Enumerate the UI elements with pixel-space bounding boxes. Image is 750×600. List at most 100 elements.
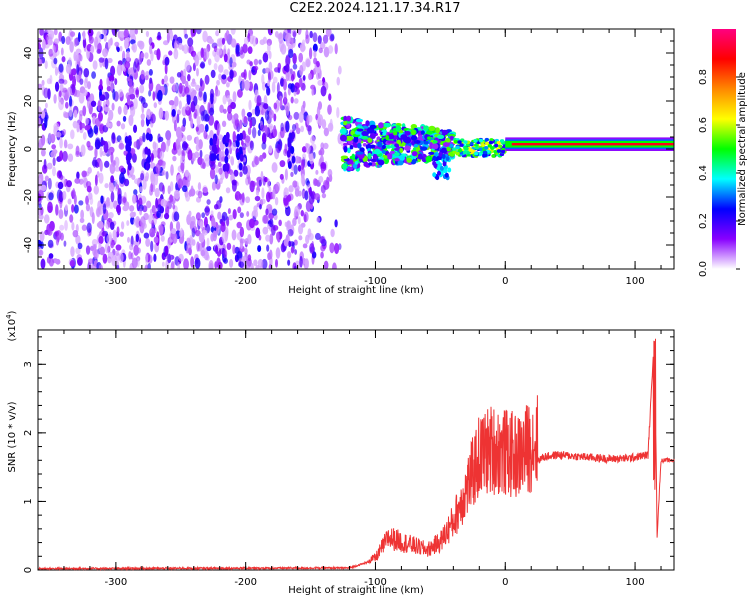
heatmap-cell <box>319 236 325 244</box>
heatmap-cell <box>288 185 294 193</box>
heatmap-cell <box>447 167 452 173</box>
heatmap-cell <box>146 200 152 209</box>
heatmap-cell <box>253 205 258 213</box>
heatmap-cell <box>124 136 129 145</box>
heatmap-cell <box>140 113 145 120</box>
heatmap-cell <box>352 163 358 169</box>
heatmap-cell <box>129 93 136 100</box>
heatmap-cell <box>78 178 84 185</box>
heatmap-cell <box>97 220 104 229</box>
heatmap-cell <box>273 67 280 73</box>
heatmap-cell <box>227 105 232 114</box>
heatmap-cell <box>216 48 223 56</box>
heatmap-cell <box>114 78 118 86</box>
heatmap-cell <box>159 150 165 160</box>
heatmap-cell <box>115 244 122 251</box>
heatmap-cell <box>45 102 48 109</box>
heatmap-cell <box>347 166 353 171</box>
heatmap-cell <box>318 175 324 183</box>
heatmap-cell <box>80 144 86 157</box>
heatmap-cell <box>218 73 222 81</box>
heatmap-cell <box>311 88 315 96</box>
heatmap-cell <box>268 50 272 60</box>
heatmap-cell <box>302 100 306 109</box>
heatmap-cell <box>203 91 207 103</box>
heatmap-cell <box>487 144 492 148</box>
heatmap-cell <box>356 128 364 132</box>
heatmap-cell <box>413 143 419 148</box>
heatmap-cell <box>309 203 314 210</box>
heatmap-cell <box>247 254 252 262</box>
heatmap-cell <box>67 153 74 162</box>
heatmap-cell <box>317 101 323 110</box>
heatmap-cell <box>404 145 411 151</box>
heatmap-cell <box>172 82 178 92</box>
heatmap-cell <box>86 140 91 148</box>
heatmap-cell <box>176 113 180 124</box>
heatmap-cell <box>200 61 206 69</box>
heatmap-cell <box>93 124 99 135</box>
heatmap-cell <box>420 130 425 135</box>
colorbar-scale <box>712 29 736 269</box>
heatmap-cell <box>131 153 137 163</box>
heatmap-cell <box>52 157 56 166</box>
heatmap-cell <box>85 245 91 255</box>
heatmap-cell <box>355 118 364 123</box>
heatmap-cell <box>342 142 348 146</box>
heatmap-cell <box>347 147 351 154</box>
heatmap-cell <box>310 84 316 90</box>
heatmap-cell <box>275 181 281 192</box>
heatmap-cell <box>38 208 44 216</box>
heatmap-cell <box>138 40 145 50</box>
heatmap-cell <box>119 172 125 184</box>
heatmap-cell <box>211 181 217 191</box>
heatmap-cell <box>248 99 252 111</box>
heatmap-cell <box>294 188 300 197</box>
heatmap-cell <box>224 155 229 164</box>
heatmap-cell <box>196 136 199 147</box>
heatmap-cell <box>86 222 92 234</box>
heatmap-cell <box>215 200 222 210</box>
heatmap-cell <box>138 137 143 146</box>
heatmap-cell <box>156 48 161 61</box>
heatmap-cell <box>148 133 153 142</box>
heatmap-cell <box>106 85 112 92</box>
heatmap-cell <box>162 184 165 195</box>
heatmap-cell <box>133 97 138 110</box>
snr-y-axis-label: SNR (10 * v/v) <box>7 401 18 472</box>
heatmap-cell <box>38 106 42 117</box>
heatmap-cell <box>180 162 185 172</box>
heatmap-cell <box>194 54 199 67</box>
heatmap-cell <box>453 139 459 144</box>
heatmap-cell <box>411 151 418 157</box>
heatmap-cell <box>128 101 134 108</box>
heatmap-cell <box>397 160 404 166</box>
heatmap-cell <box>171 228 177 235</box>
heatmap-cell <box>457 148 463 153</box>
heatmap-cell <box>168 99 175 106</box>
heatmap-cell <box>102 100 106 111</box>
heatmap-cell <box>249 61 253 67</box>
heatmap-cell <box>207 102 211 114</box>
heatmap-cell <box>226 242 232 251</box>
heatmap-cell <box>343 145 348 153</box>
heatmap-cell <box>287 194 292 202</box>
heatmap-cell <box>239 171 243 178</box>
heatmap-cell <box>43 87 49 99</box>
heatmap-cell <box>102 253 108 264</box>
heatmap-cell <box>220 221 226 233</box>
heatmap-cell <box>343 120 348 126</box>
heatmap-cells <box>38 29 674 269</box>
heatmap-cell <box>44 60 48 70</box>
heatmap-cell <box>47 228 53 236</box>
heatmap-cell <box>70 246 75 257</box>
heatmap-cell <box>139 208 143 216</box>
heatmap-cell <box>225 82 230 88</box>
heatmap-cell <box>183 44 189 55</box>
spectrogram-x-axis-label: Height of straight line (km) <box>288 285 424 296</box>
heatmap-cell <box>279 173 284 180</box>
heatmap-cell <box>118 142 125 150</box>
heatmap-cell <box>173 189 180 200</box>
heatmap-cell <box>116 46 120 53</box>
heatmap-cell <box>138 95 144 102</box>
